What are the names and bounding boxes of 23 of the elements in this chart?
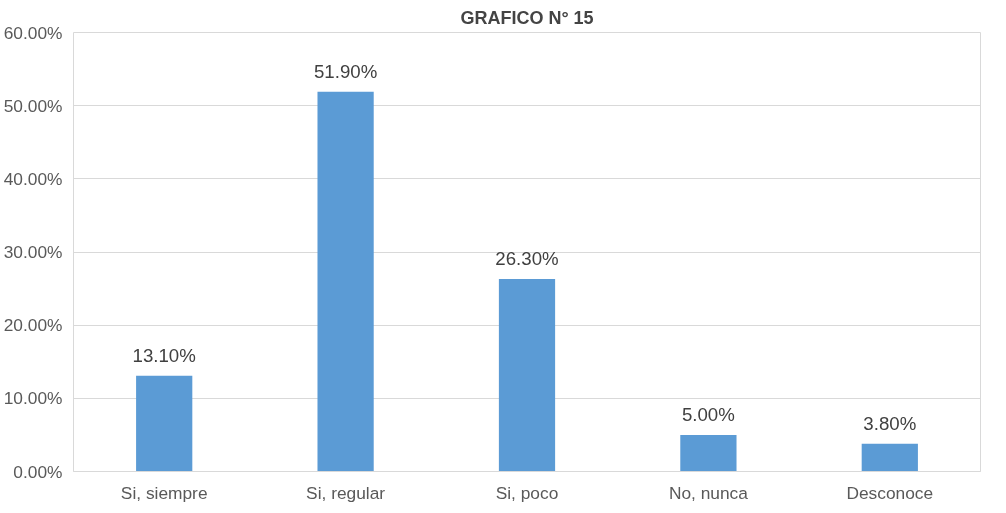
x-tick-label: Desconoce: [846, 482, 934, 503]
x-tick-label: Si, regular: [306, 482, 386, 503]
bar: [861, 443, 918, 472]
x-tick-label: Si, poco: [495, 482, 559, 503]
y-tick-label: 20.00%: [3, 315, 63, 336]
x-tick-label: Si, siempre: [120, 482, 208, 503]
data-label: 5.00%: [681, 403, 735, 425]
x-tick-label: No, nunca: [668, 482, 749, 503]
bar: [498, 279, 556, 472]
bar: [680, 434, 737, 472]
y-tick-label: 10.00%: [3, 388, 63, 409]
y-tick-label: 40.00%: [3, 168, 63, 189]
data-label: 51.90%: [313, 60, 378, 82]
data-label: 13.10%: [132, 344, 196, 366]
bar: [317, 91, 374, 472]
data-label: 26.30%: [495, 248, 559, 270]
y-tick-label: 60.00%: [3, 22, 63, 43]
bar: [136, 375, 193, 472]
y-tick-label: 50.00%: [3, 95, 63, 116]
y-tick-label: 0.00%: [13, 461, 63, 482]
data-label: 3.80%: [863, 412, 917, 434]
chart-title: GRAFICO N° 15: [460, 7, 594, 28]
y-tick-label: 30.00%: [3, 242, 63, 262]
